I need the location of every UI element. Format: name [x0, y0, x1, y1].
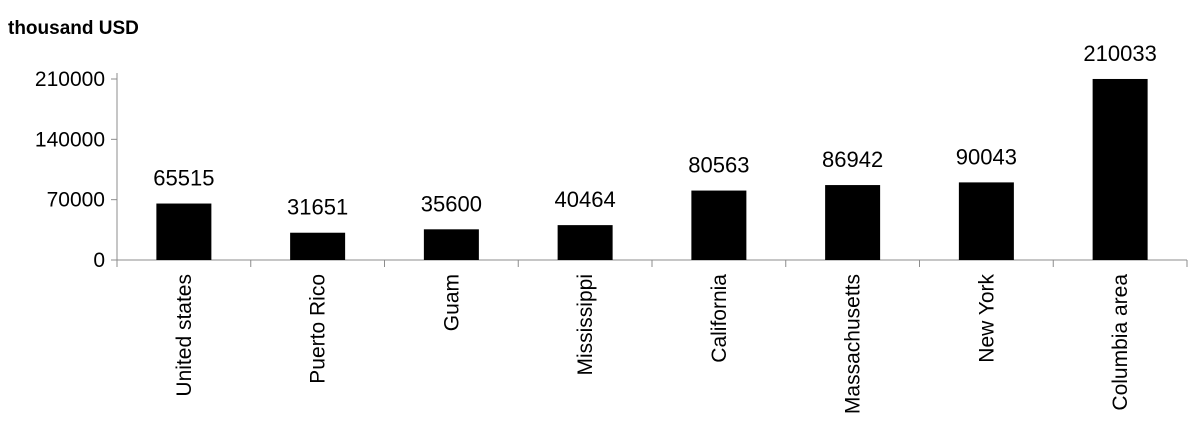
data-label: 40464 [555, 187, 616, 212]
bar [156, 203, 212, 260]
y-unit-label: thousand USD [8, 18, 139, 39]
data-label: 65515 [153, 166, 214, 191]
axes [116, 73, 1188, 267]
bar [557, 225, 613, 260]
bar [825, 185, 881, 260]
category-label: New York [975, 274, 998, 363]
category-label: United states [173, 274, 196, 397]
y-tick-label: 140000 [35, 128, 105, 151]
data-label: 90043 [956, 144, 1017, 169]
category-label: Massachusetts [842, 274, 865, 414]
bars [156, 78, 1148, 260]
y-tick-label: 70000 [47, 189, 105, 212]
category-label: Mississippi [574, 274, 597, 376]
data-labels: 65515 31651 35600 40464 80563 86942 90043 21003… [153, 41, 1157, 220]
data-label: 35600 [421, 191, 482, 216]
bar [691, 190, 747, 260]
data-label: 80563 [688, 153, 749, 178]
category-label: California [708, 274, 731, 363]
y-ticks: 0 70000 140000 210000 [35, 68, 117, 272]
bar [958, 182, 1014, 260]
bar [290, 232, 346, 260]
category-label: Guam [440, 274, 463, 331]
category-label: Puerto Rico [307, 274, 330, 384]
bar [423, 229, 479, 260]
data-label: 86942 [822, 147, 883, 172]
category-label: Columbia area [1109, 274, 1132, 411]
data-label: 31651 [287, 195, 348, 220]
category-labels: United states Puerto Rico Guam Mississippi C… [173, 274, 1132, 415]
data-label: 210033 [1083, 41, 1156, 66]
y-tick-label: 0 [93, 249, 105, 272]
bar [1092, 78, 1148, 260]
y-tick-label: 210000 [35, 68, 105, 91]
